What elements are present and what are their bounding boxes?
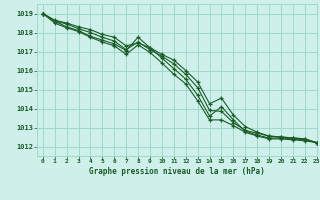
X-axis label: Graphe pression niveau de la mer (hPa): Graphe pression niveau de la mer (hPa) <box>89 167 265 176</box>
